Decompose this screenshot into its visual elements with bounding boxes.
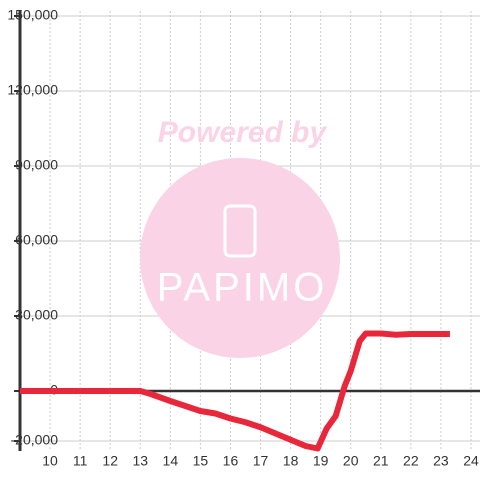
y-tick-label: 150,000: [7, 7, 58, 23]
y-tick-label: 120,000: [7, 82, 58, 98]
line: [20, 330, 450, 452]
watermark-text: Powered by: [158, 116, 328, 149]
watermark-icon: [223, 204, 257, 258]
x-tick-label: 13: [132, 453, 148, 469]
x-tick-label: 17: [253, 453, 269, 469]
x-tick-label: 19: [313, 453, 329, 469]
watermark-brand: PAPIMO: [157, 266, 328, 310]
x-tick-label: 11: [73, 453, 88, 469]
x-tick-label: 23: [433, 453, 449, 469]
x-tick-label: 24: [463, 453, 479, 469]
watermark-circle: [140, 158, 340, 358]
x-tick-label: 15: [193, 453, 209, 469]
x-tick-label: 22: [403, 453, 419, 469]
x-tick-label: 14: [163, 453, 179, 469]
y-tick-label: 90,000: [15, 157, 58, 173]
x-tick-label: 16: [223, 453, 239, 469]
y-tick-label: 60,000: [15, 232, 58, 248]
x-tick-label: 10: [42, 453, 58, 469]
x-tick-label: 12: [102, 453, 118, 469]
x-tick-label: 21: [373, 453, 389, 469]
y-tick-label: 30,000: [15, 307, 58, 323]
watermark: Powered by PAPIMO: [140, 116, 340, 358]
y-tick-label: -20,000: [11, 432, 59, 448]
x-tick-label: 20: [343, 453, 359, 469]
x-tick-label: 18: [283, 453, 299, 469]
